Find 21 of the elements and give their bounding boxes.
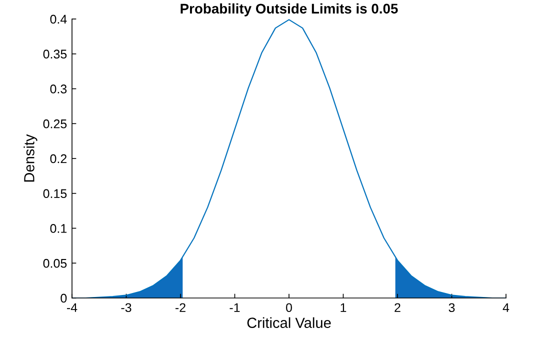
y-tick-label: 0.05: [43, 258, 67, 268]
x-tick-label: -1: [230, 303, 240, 312]
y-tick-label: 0.35: [43, 50, 67, 59]
x-tick-label: 3: [448, 303, 455, 312]
x-tick-label: -3: [121, 303, 132, 312]
y-tick-label: 0.25: [43, 119, 67, 128]
x-tick-label: 1: [340, 303, 346, 312]
x-tick-label: 2: [394, 303, 400, 312]
x-axis-title: Critical Value: [247, 317, 331, 328]
x-tick-label: -2: [176, 303, 186, 312]
y-tick-label: 0.3: [50, 84, 67, 94]
y-axis-title: Density: [24, 134, 38, 182]
x-tick-label: -4: [67, 303, 78, 312]
y-tick-label: 0.1: [50, 224, 67, 233]
x-tick-label: 0: [286, 303, 292, 312]
chart-title: Probability Outside Limits is 0.05: [180, 3, 398, 16]
y-tick-label: 0.15: [43, 189, 67, 198]
y-tick-label: 0.2: [50, 154, 67, 164]
y-tick-label: 0.4: [50, 14, 67, 24]
y-tick-label: 0: [60, 294, 67, 303]
x-tick-label: 4: [502, 303, 510, 312]
